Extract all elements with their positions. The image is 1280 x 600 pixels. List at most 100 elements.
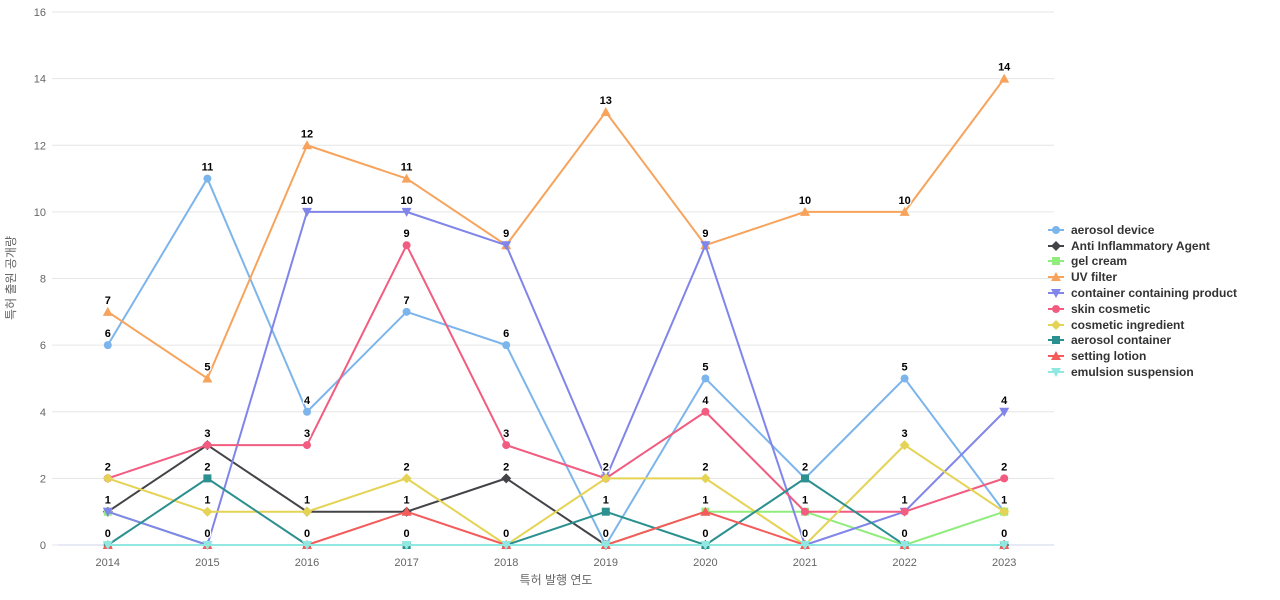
point-emulsion-suspension-2020[interactable]	[700, 541, 711, 550]
point-emulsion-suspension-2022[interactable]	[899, 541, 910, 550]
x-tick-label: 2017	[394, 557, 418, 569]
point-cosmetic-ingredient-2017[interactable]	[401, 473, 412, 484]
point-skin-cosmetic-2015[interactable]	[203, 441, 212, 450]
legend-item-uv-filter[interactable]: UV filter	[1048, 269, 1237, 285]
series-line-cosmetic-ingredient[interactable]	[107, 444, 1005, 546]
point-uv-filter-2021[interactable]	[800, 206, 810, 216]
data-label: 3	[902, 428, 908, 440]
legend-item-emulsion-suspension[interactable]: emulsion suspension	[1048, 364, 1237, 380]
legend-item-setting-lotion[interactable]: setting lotion	[1048, 348, 1237, 364]
data-label: 5	[702, 361, 708, 373]
point-uv-filter-2022[interactable]	[899, 206, 910, 216]
point-setting-lotion-2020[interactable]	[700, 506, 711, 516]
data-label: 2	[503, 461, 509, 473]
data-label: 3	[503, 428, 509, 440]
series-line-skin-cosmetic[interactable]	[107, 244, 1005, 513]
point-uv-filter-2023[interactable]	[999, 73, 1010, 83]
data-label: 10	[400, 195, 412, 207]
point-cosmetic-ingredient-2023[interactable]	[999, 506, 1010, 517]
point-container-containing-product-2023[interactable]	[999, 407, 1010, 417]
point-container-containing-product-2020[interactable]	[700, 241, 711, 251]
data-label: 7	[404, 295, 410, 307]
point-skin-cosmetic-2020[interactable]	[701, 407, 710, 416]
legend-label: aerosol device	[1071, 222, 1155, 237]
point-cosmetic-ingredient-2022[interactable]	[899, 440, 910, 451]
point-aerosol-container-2015[interactable]	[203, 474, 212, 483]
point-emulsion-suspension-2014[interactable]	[102, 541, 113, 550]
point-emulsion-suspension-2018[interactable]	[501, 541, 512, 550]
point-aerosol-device-2015[interactable]	[203, 174, 212, 183]
series-line-aerosol-device[interactable]	[106, 177, 1006, 546]
point-emulsion-suspension-2016[interactable]	[302, 541, 312, 550]
point-emulsion-suspension-2021[interactable]	[800, 541, 810, 550]
series-uv-filter[interactable]	[102, 73, 1010, 383]
point-container-containing-product-2018[interactable]	[501, 241, 512, 251]
point-aerosol-container-2019[interactable]	[601, 507, 610, 516]
point-emulsion-suspension-2017[interactable]	[401, 541, 412, 550]
point-emulsion-suspension-2015[interactable]	[202, 541, 213, 550]
point-anti-inflammatory-agent-2018[interactable]	[501, 473, 512, 484]
legend-item-skin-cosmetic[interactable]: skin cosmetic	[1048, 301, 1237, 317]
data-label: 0	[603, 528, 609, 540]
data-label: 0	[404, 528, 410, 540]
point-aerosol-container-2021[interactable]	[801, 474, 809, 483]
data-label: 10	[898, 195, 910, 207]
data-label: 0	[105, 528, 111, 540]
series-line-anti-inflammatory-agent[interactable]	[107, 444, 1005, 546]
point-skin-cosmetic-2023[interactable]	[1000, 474, 1009, 483]
point-skin-cosmetic-2022[interactable]	[900, 507, 909, 516]
point-emulsion-suspension-2019[interactable]	[600, 541, 611, 550]
point-skin-cosmetic-2021[interactable]	[801, 507, 809, 516]
point-aerosol-device-2017[interactable]	[402, 307, 411, 316]
point-skin-cosmetic-2016[interactable]	[303, 441, 311, 450]
series-line-uv-filter[interactable]	[107, 78, 1006, 380]
legend-item-aerosol-device[interactable]: aerosol device	[1048, 222, 1237, 238]
data-label: 0	[802, 528, 808, 540]
point-uv-filter-2016[interactable]	[302, 140, 312, 150]
legend-symbol-aerosol-device	[1052, 225, 1060, 234]
point-emulsion-suspension-2023[interactable]	[999, 541, 1010, 550]
legend-item-anti-inflammatory-agent[interactable]: Anti Inflammatory Agent	[1048, 238, 1237, 254]
point-uv-filter-2019[interactable]	[600, 106, 611, 116]
legend-item-gel-cream[interactable]: gel cream	[1048, 254, 1237, 270]
point-aerosol-device-2016[interactable]	[303, 407, 311, 416]
data-label: 4	[304, 395, 311, 407]
data-label: 0	[902, 528, 908, 540]
legend-marker-triangle-down-icon	[1048, 289, 1064, 299]
point-skin-cosmetic-2017[interactable]	[402, 241, 411, 250]
series-emulsion-suspension[interactable]	[102, 541, 1010, 550]
point-cosmetic-ingredient-2015[interactable]	[202, 506, 213, 517]
series-line-container-containing-product[interactable]	[107, 210, 1005, 546]
point-cosmetic-ingredient-2016[interactable]	[302, 506, 312, 517]
point-aerosol-device-2020[interactable]	[701, 374, 710, 383]
point-uv-filter-2017[interactable]	[401, 173, 412, 183]
data-label: 10	[301, 195, 313, 207]
point-container-containing-product-2017[interactable]	[401, 207, 412, 217]
point-skin-cosmetic-2018[interactable]	[502, 441, 511, 450]
legend-label: emulsion suspension	[1071, 365, 1194, 380]
legend-label: skin cosmetic	[1071, 301, 1151, 316]
series-skin-cosmetic[interactable]	[103, 241, 1009, 516]
point-container-containing-product-2016[interactable]	[302, 207, 312, 217]
data-label: 1	[105, 495, 111, 507]
data-label: 6	[503, 328, 509, 340]
point-container-containing-product-2014[interactable]	[102, 507, 113, 517]
point-setting-lotion-2017[interactable]	[401, 506, 412, 516]
legend-label: container containing product	[1071, 286, 1238, 301]
series-line-aerosol-container[interactable]	[107, 477, 1005, 546]
point-cosmetic-ingredient-2020[interactable]	[700, 473, 711, 484]
point-cosmetic-ingredient-2014[interactable]	[102, 473, 113, 484]
point-uv-filter-2015[interactable]	[202, 373, 213, 383]
data-label: 2	[702, 461, 708, 473]
legend-item-cosmetic-ingredient[interactable]: cosmetic ingredient	[1048, 317, 1237, 333]
y-tick-label: 4	[40, 407, 46, 419]
point-aerosol-device-2014[interactable]	[103, 341, 112, 350]
legend-item-container-containing-product[interactable]: container containing product	[1048, 285, 1237, 301]
point-cosmetic-ingredient-2019[interactable]	[600, 473, 611, 484]
point-aerosol-device-2022[interactable]	[900, 374, 909, 383]
point-aerosol-device-2018[interactable]	[502, 341, 511, 350]
point-uv-filter-2014[interactable]	[102, 306, 113, 316]
legend-item-aerosol-container[interactable]: aerosol container	[1048, 333, 1237, 349]
data-label: 3	[304, 428, 310, 440]
